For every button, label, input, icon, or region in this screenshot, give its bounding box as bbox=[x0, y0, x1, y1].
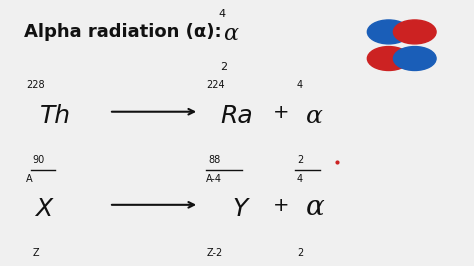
Circle shape bbox=[393, 47, 436, 70]
Text: 88: 88 bbox=[209, 155, 221, 165]
Text: 228: 228 bbox=[26, 80, 45, 90]
Text: X: X bbox=[36, 197, 53, 221]
Text: α: α bbox=[223, 23, 238, 45]
Text: A-4: A-4 bbox=[206, 173, 222, 184]
Text: 2: 2 bbox=[220, 62, 228, 72]
Text: 4: 4 bbox=[218, 9, 225, 19]
Text: A: A bbox=[26, 173, 33, 184]
Text: α: α bbox=[306, 194, 325, 221]
Circle shape bbox=[367, 20, 410, 44]
Text: 2: 2 bbox=[297, 155, 303, 165]
Text: α: α bbox=[306, 105, 323, 128]
Text: 4: 4 bbox=[296, 80, 302, 90]
Text: 90: 90 bbox=[32, 155, 45, 165]
Text: +: + bbox=[273, 197, 289, 215]
Text: Th: Th bbox=[40, 104, 72, 128]
Text: Alpha radiation (α):: Alpha radiation (α): bbox=[24, 23, 221, 41]
Text: +: + bbox=[273, 103, 289, 122]
Circle shape bbox=[367, 47, 410, 70]
Text: 224: 224 bbox=[206, 80, 225, 90]
Text: Z: Z bbox=[32, 248, 39, 258]
Text: 2: 2 bbox=[297, 248, 303, 258]
Circle shape bbox=[393, 20, 436, 44]
Text: Z-2: Z-2 bbox=[206, 248, 222, 258]
Text: Y: Y bbox=[232, 197, 247, 221]
Text: Ra: Ra bbox=[220, 104, 253, 128]
Text: 4: 4 bbox=[296, 173, 302, 184]
